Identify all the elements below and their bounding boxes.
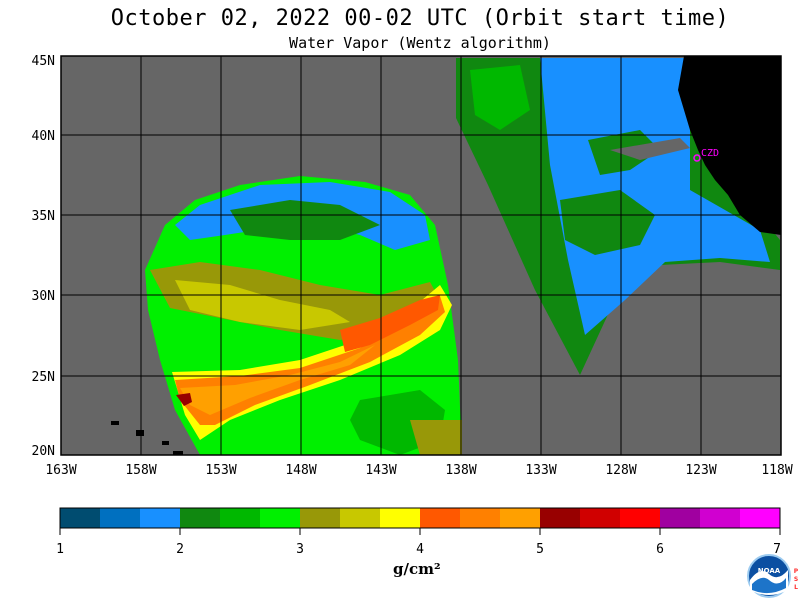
lon-tick-label: 158W [125,463,156,478]
hawaii-islands [111,421,183,455]
colorbar-swatch [300,508,341,528]
colorbar-swatch [580,508,621,528]
lon-tick-label: 163W [45,463,76,478]
colorbar-swatch [660,508,701,528]
colorbar-tick-label: 4 [416,542,424,557]
lat-tick-label: 25N [32,370,55,385]
lat-lon-grid [61,56,781,455]
colorbar-tick-labels: 1 2 3 4 5 6 7 [56,542,781,557]
lat-tick-label: 45N [32,54,55,69]
svg-text:L: L [794,584,798,591]
lon-tick-label: 143W [365,463,396,478]
svg-text:P: P [794,568,799,575]
eastern-swath [456,58,780,375]
map-frame [60,55,782,456]
page-title: October 02, 2022 00-02 UTC (Orbit start … [110,6,730,31]
colorbar-swatch [340,508,381,528]
lon-tick-label: 128W [605,463,636,478]
lat-tick-label: 40N [32,129,55,144]
colorbar-swatch [420,508,461,528]
lon-axis: 163W 158W 153W 148W 143W 138W 133W 128W … [45,463,792,478]
colorbar-tick-label: 6 [656,542,664,557]
colorbar-swatch [700,508,741,528]
lat-axis: 45N 40N 35N 30N 25N 20N [32,54,55,459]
colorbar-swatch [460,508,501,528]
colorbar-swatch [220,508,261,528]
lon-tick-label: 118W [761,463,792,478]
western-swath [145,176,462,455]
colorbar-tick-label: 3 [296,542,304,557]
lon-tick-label: 133W [525,463,556,478]
colorbar-tick-label: 2 [176,542,184,557]
colorbar-unit: g/cm² [393,560,441,578]
colorbar-swatch [100,508,141,528]
colorbar-swatch [180,508,221,528]
land-mass [678,56,781,235]
lat-tick-label: 35N [32,209,55,224]
colorbar-swatch [740,508,781,528]
colorbar-swatch [260,508,301,528]
lon-tick-label: 138W [445,463,476,478]
colorbar-ticks [59,528,781,535]
noaa-logo: NOAA P S L [747,554,799,598]
station-label: CZD [701,148,719,159]
lat-tick-label: 30N [32,289,55,304]
lon-tick-label: 153W [205,463,236,478]
svg-text:S: S [794,576,798,583]
colorbar-swatch [140,508,181,528]
colorbar-tick-label: 1 [56,542,64,557]
page-subtitle: Water Vapor (Wentz algorithm) [289,34,551,52]
colorbar-swatch [540,508,581,528]
lat-tick-label: 20N [32,444,55,459]
lon-tick-label: 123W [685,463,716,478]
colorbar-tick-label: 5 [536,542,544,557]
svg-text:NOAA: NOAA [758,567,781,575]
colorbar-swatch [380,508,421,528]
colorbar-swatch [500,508,541,528]
colorbar-swatch [60,508,101,528]
colorbar [60,508,781,528]
lon-tick-label: 148W [285,463,316,478]
map-area: CZD [61,56,781,455]
colorbar-tick-label: 7 [773,542,781,557]
colorbar-swatch [620,508,661,528]
station-marker-czd: CZD [693,148,719,162]
